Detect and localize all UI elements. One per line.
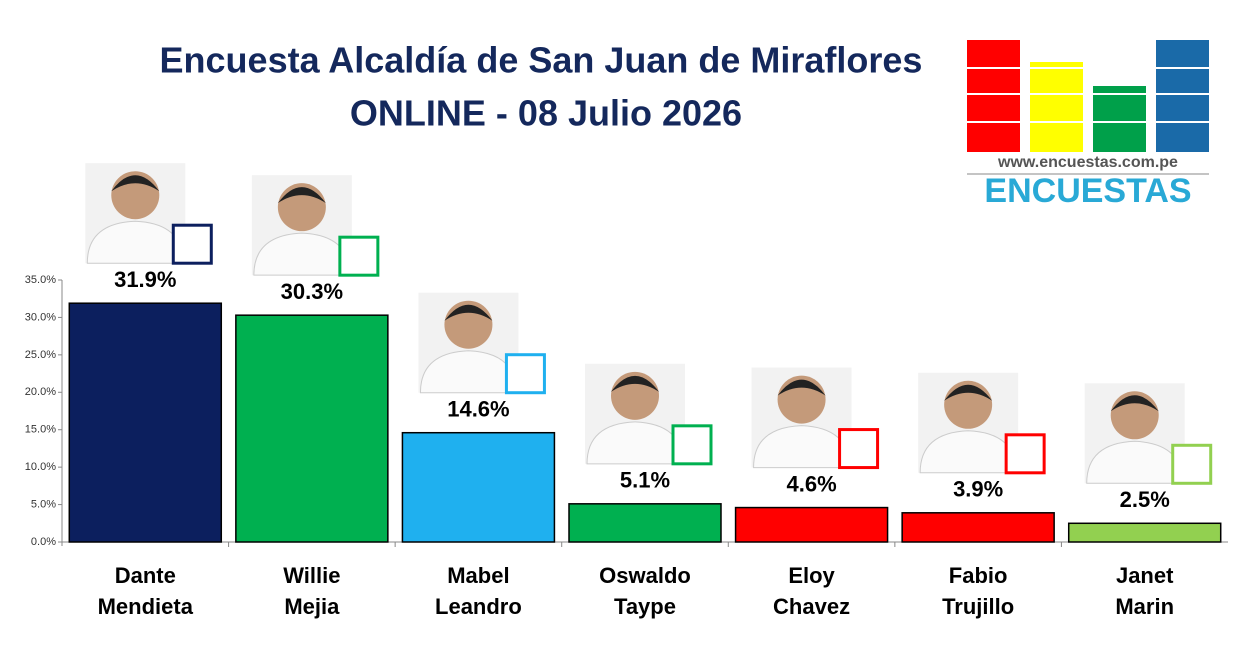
value-label: 2.5% [1120, 487, 1170, 512]
photo-hair [611, 375, 659, 392]
logo-bar [1030, 62, 1083, 152]
value-label: 31.9% [114, 267, 176, 292]
y-tick-label: 35.0% [25, 274, 56, 286]
y-tick-label: 30.0% [25, 311, 56, 323]
bar [1067, 522, 1222, 543]
x-tick-label: Mabel Leandro [435, 563, 522, 619]
bar [734, 506, 889, 543]
bar [235, 314, 389, 543]
logo-bar [1093, 86, 1146, 152]
bar [68, 302, 223, 543]
photo-hair [111, 175, 160, 192]
value-label: 3.9% [953, 477, 1003, 502]
value-label: 14.6% [447, 397, 509, 422]
photo-hair [944, 384, 993, 401]
x-tick-label: Oswaldo Taype [599, 563, 691, 619]
logo: www.encuestas.com.pe ENCUESTAS [965, 40, 1211, 210]
y-tick-label: 25.0% [25, 349, 56, 361]
bar [568, 503, 722, 543]
x-tick-label: Dante Mendieta [97, 563, 193, 619]
party-logo [671, 424, 713, 466]
chart-subtitle: ONLINE - 08 Julio 2026 [350, 93, 742, 134]
party-logo [171, 223, 213, 265]
bar [901, 512, 1055, 543]
y-tick-label: 10.0% [25, 461, 56, 473]
logo-bar [967, 40, 1020, 152]
photo-hair [444, 304, 493, 321]
value-label: 30.3% [281, 279, 343, 304]
y-tick-label: 5.0% [31, 498, 56, 510]
candidate-photo [918, 372, 1046, 475]
logo-url: www.encuestas.com.pe [997, 154, 1178, 171]
party-logo [338, 235, 380, 277]
logo-name: ENCUESTAS [984, 172, 1191, 210]
value-label: 5.1% [620, 468, 670, 493]
x-tick-label: Janet Marin [1115, 563, 1175, 619]
y-tick-label: 20.0% [25, 386, 56, 398]
party-logo [1171, 443, 1213, 485]
chart-title: Encuesta Alcaldía de San Juan de Miraflo… [160, 40, 923, 81]
photo-hair [1110, 395, 1159, 412]
value-label: 4.6% [786, 471, 836, 496]
y-tick-label: 15.0% [25, 424, 56, 436]
candidate-photo [751, 367, 880, 470]
bar [401, 431, 556, 543]
logo-stripes [965, 67, 1211, 123]
y-tick-label: 0.0% [31, 536, 56, 548]
candidate-photo [418, 292, 546, 395]
candidate-photo [1084, 383, 1213, 485]
party-logo [1004, 433, 1046, 475]
candidate-photo [85, 163, 213, 265]
x-tick-label: Fabio Trujillo [942, 563, 1015, 619]
logo-bar [1156, 40, 1209, 152]
party-logo [504, 353, 546, 395]
party-logo [838, 428, 880, 470]
x-tick-label: Eloy Chavez [773, 563, 851, 619]
candidate-photo [585, 363, 713, 466]
photo-hair [777, 379, 826, 396]
photo-hair [277, 187, 326, 204]
candidate-photo [251, 175, 380, 277]
x-tick-label: Willie Mejia [283, 563, 341, 619]
